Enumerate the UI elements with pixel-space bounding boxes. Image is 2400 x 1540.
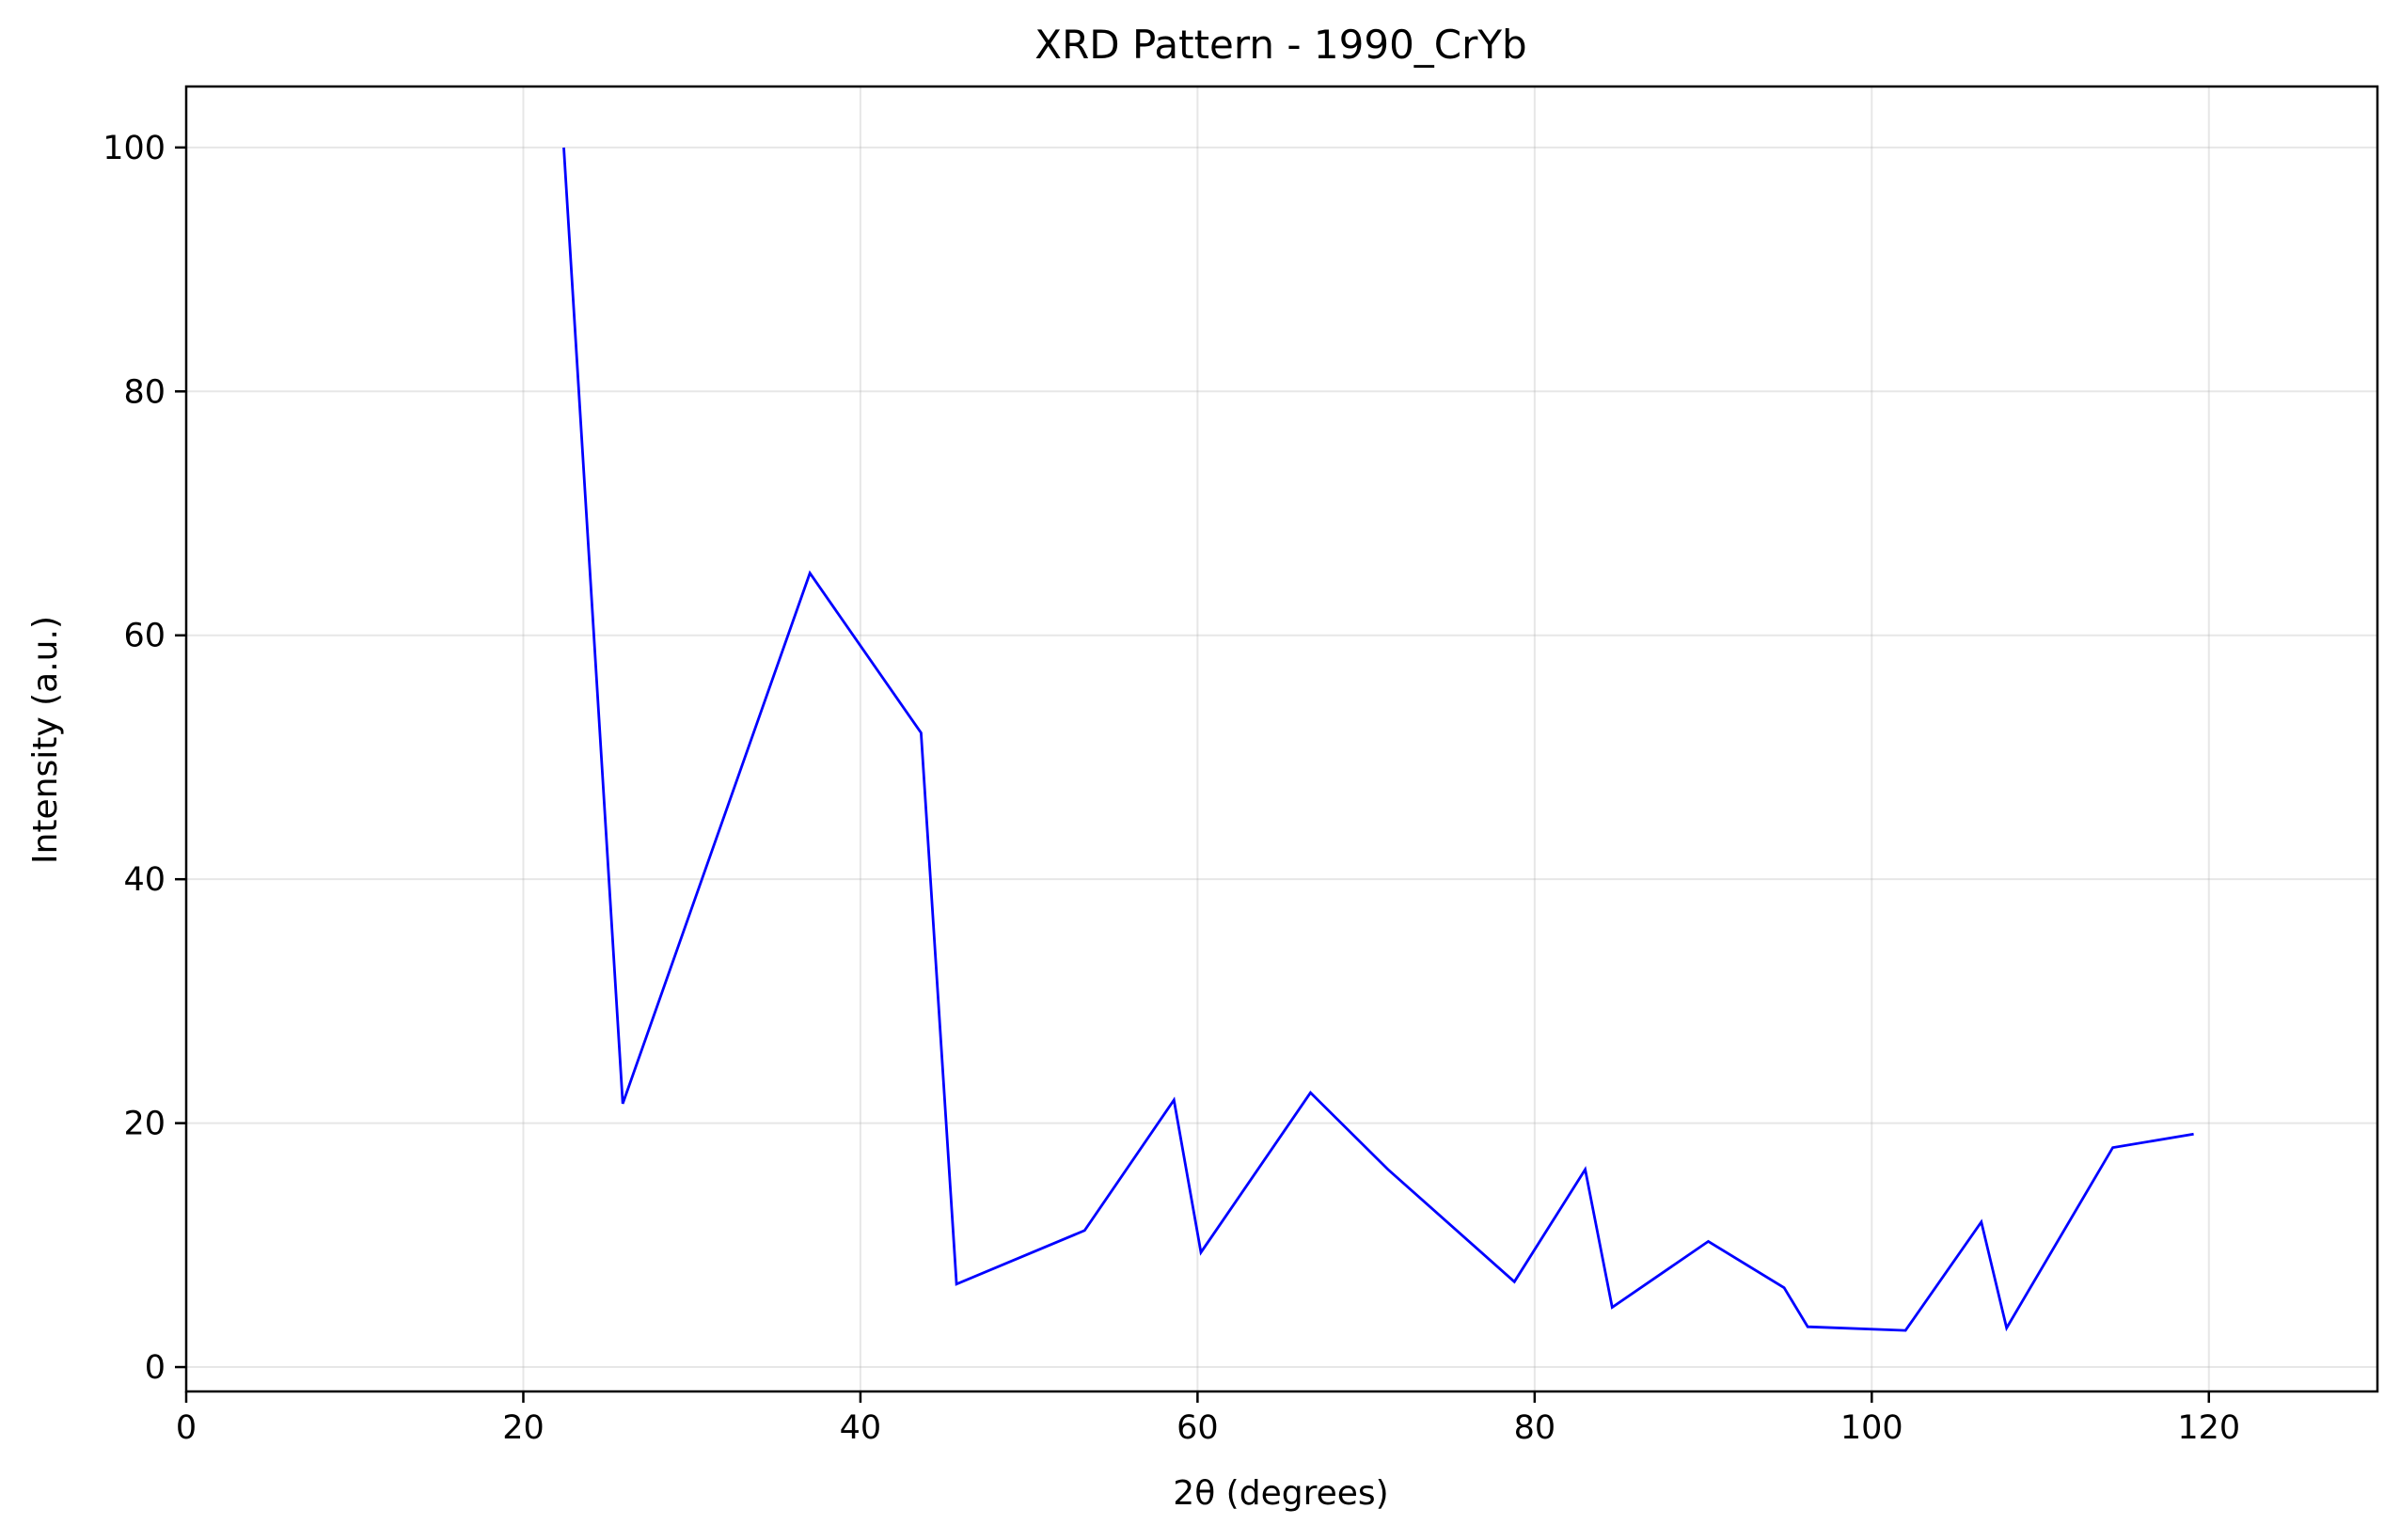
chart-title: XRD Pattern - 1990_CrYb — [1034, 22, 1526, 68]
series-line — [562, 147, 2194, 1332]
x-tick-label: 120 — [2177, 1409, 2240, 1447]
x-tick-label: 20 — [502, 1409, 545, 1447]
grid-lines — [185, 86, 2377, 1391]
x-tick-label: 40 — [840, 1409, 882, 1447]
y-tick-label: 0 — [145, 1349, 166, 1387]
x-tick-label: 60 — [1176, 1409, 1219, 1447]
y-tick-label: 20 — [123, 1106, 166, 1143]
x-tick-label: 80 — [1514, 1409, 1556, 1447]
y-tick-label: 80 — [123, 373, 166, 411]
y-tick-label: 60 — [123, 618, 166, 655]
y-tick-label: 100 — [103, 130, 166, 167]
y-tick-label: 40 — [123, 861, 166, 899]
y-axis-label: Intensity (a.u.) — [26, 616, 65, 864]
x-tick-label: 0 — [176, 1409, 197, 1447]
plot-frame — [184, 85, 2379, 1393]
axis-ticks: 0 20 40 60 80 100 120 0 20 40 60 80 100 — [103, 130, 2240, 1447]
x-axis-label: 2θ (degrees) — [1173, 1474, 1388, 1513]
x-tick-label: 100 — [1840, 1409, 1903, 1447]
series-layer — [562, 147, 2194, 1332]
